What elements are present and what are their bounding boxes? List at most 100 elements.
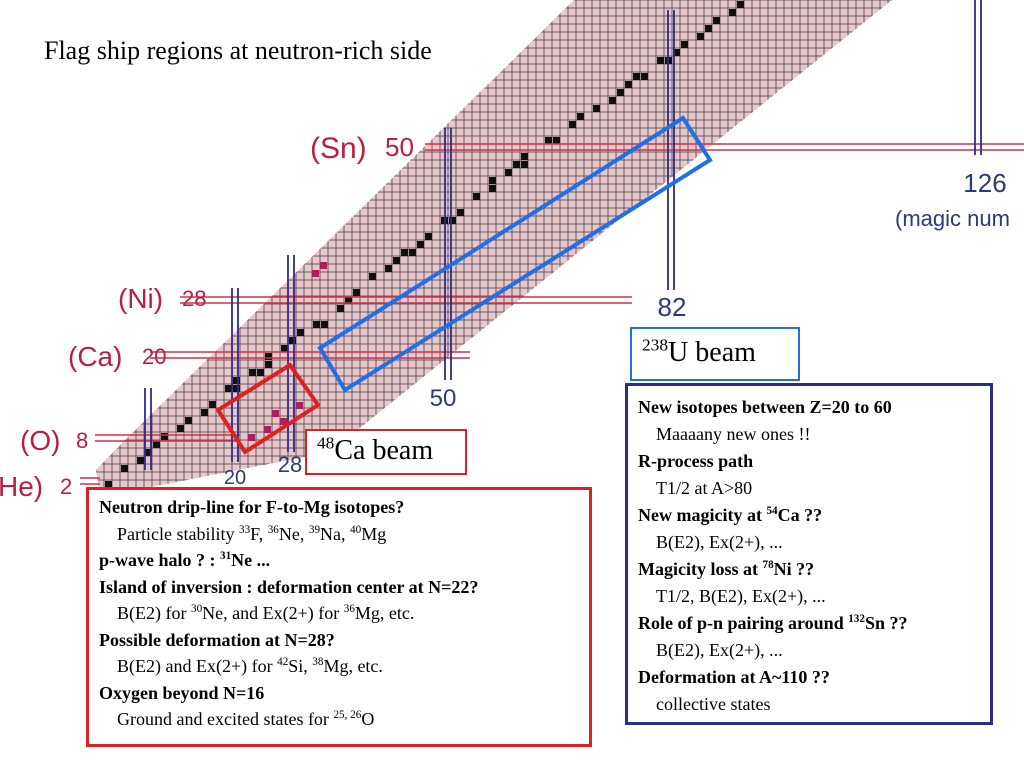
stable-dot [569, 121, 576, 128]
stable-dot [657, 57, 664, 64]
stable-dot [313, 321, 320, 328]
stable-dot [449, 217, 456, 224]
text-run: T1/2 at A>80 [656, 478, 753, 498]
stable-dot [633, 73, 640, 80]
superscript: 30 [190, 603, 203, 615]
text-run: Ca beam [334, 435, 434, 466]
stable-dot [593, 105, 600, 112]
left-panel: Neutron drip-line for F-to-Mg isotopes? P… [86, 487, 592, 747]
stable-dot [265, 361, 272, 368]
proton-magic-number: 8 [76, 428, 88, 453]
stable-dot [625, 81, 632, 88]
text-run: Ne ... [231, 550, 271, 570]
stable-dot [393, 257, 400, 264]
superscript: 31 [220, 550, 232, 562]
superscript: 238 [642, 335, 669, 355]
item-detail: B(E2) and Ex(2+) for 42Si, 38Mg, etc. [99, 653, 579, 680]
item-heading: New magicity at 54Ca ?? [638, 502, 980, 529]
item-heading: Island of inversion : deformation center… [99, 574, 579, 601]
stable-dot [233, 385, 240, 392]
stable-dot [321, 321, 328, 328]
stable-dot [729, 9, 736, 16]
stable-dot [489, 177, 496, 184]
neutron-magic-number: 126 [963, 168, 1006, 198]
stable-dot [297, 329, 304, 336]
right-panel: New isotopes between Z=20 to 60 Maaaany n… [625, 383, 993, 725]
text-run: Role of p-n pairing around [638, 613, 849, 633]
item-heading: Role of p-n pairing around 132Sn ?? [638, 610, 980, 637]
stable-dot [409, 249, 416, 256]
new-isotope-dot [320, 262, 327, 269]
stable-dot [289, 337, 296, 344]
item-detail: B(E2), Ex(2+), ... [638, 529, 980, 556]
ca-region [215, 362, 321, 455]
new-isotope-dot [248, 434, 255, 441]
stable-dot [137, 457, 144, 464]
text-run: Mg, etc. [354, 603, 415, 623]
proton-magic-number: 20 [142, 344, 166, 369]
superscript: 40 [350, 523, 362, 536]
text-run: Mg, etc. [323, 656, 383, 676]
item-heading: Neutron drip-line for F-to-Mg isotopes? [99, 494, 579, 521]
stable-dot [385, 265, 392, 272]
text-run: B(E2) for [117, 603, 191, 623]
neutron-magic-number: 82 [658, 292, 687, 322]
stable-dot [249, 369, 256, 376]
item-detail: Maaaany new ones !! [638, 421, 980, 448]
stable-dot [617, 89, 624, 96]
stable-dot [345, 297, 352, 304]
stable-dot [577, 113, 584, 120]
stable-dot [265, 353, 272, 360]
text-run: Ne, and Ex(2+) for [202, 603, 344, 623]
stable-dot [553, 137, 560, 144]
stable-dot [401, 249, 408, 256]
stable-dot [417, 241, 424, 248]
text-run: Possible deformation at N=28? [99, 629, 335, 650]
element-label: (O) [20, 425, 60, 456]
text-run: U beam [668, 337, 756, 368]
text-run: Magicity loss at [638, 559, 763, 579]
text-run: Si, [288, 656, 313, 676]
stable-dot [337, 305, 344, 312]
text-run: Ni ?? [773, 559, 815, 579]
u-region [317, 115, 713, 393]
item-heading: Magicity loss at 78Ni ?? [638, 556, 980, 583]
superscript: 38 [312, 656, 324, 668]
neutron-magic-number: 28 [278, 452, 302, 477]
stable-dot [281, 345, 288, 352]
element-label: (Sn) [310, 132, 367, 165]
item-detail: Ground and excited states for 25, 26O [99, 706, 579, 733]
text-run: B(E2) and Ex(2+) for [117, 656, 278, 676]
stable-dot [697, 33, 704, 40]
stable-dot [545, 137, 552, 144]
stable-dot [153, 441, 160, 448]
magic-labels: (Sn) 50 (Ni) 28 (Ca) 20 (O) 8 He) 2 20 28 50 82 126 (ma… [0, 132, 1010, 502]
text-run: p-wave halo ? : [99, 550, 220, 570]
new-isotope-dot [264, 426, 271, 433]
text-run: B(E2), Ex(2+), ... [656, 640, 783, 660]
stable-dot [145, 449, 152, 456]
element-label: (Ca) [68, 341, 122, 372]
ca-beam-label: 48Ca beam [305, 429, 467, 475]
stable-dot [521, 153, 528, 160]
item-heading: New isotopes between Z=20 to 60 [638, 394, 980, 421]
neutron-magic-number: 20 [224, 467, 246, 489]
text-run: R-process path [638, 451, 754, 471]
new-isotope-dot [312, 270, 319, 277]
stable-dot [121, 465, 128, 472]
superscript: 33 [238, 523, 251, 536]
item-detail: collective states [638, 691, 980, 718]
magic-note: (magic num [895, 206, 1010, 231]
item-detail: B(E2), Ex(2+), ... [638, 637, 980, 664]
superscript: 42 [277, 656, 289, 668]
item-heading: p-wave halo ? : 31Ne ... [99, 547, 579, 574]
stable-dot [521, 161, 528, 168]
superscript: 36 [343, 603, 355, 615]
stable-dot [641, 73, 648, 80]
stable-dot [473, 193, 480, 200]
text-run: Particle stability [117, 523, 239, 544]
item-detail: Particle stability 33F, 36Ne, 39Na, 40Mg [99, 521, 579, 548]
stable-dot [505, 169, 512, 176]
text-run: B(E2), Ex(2+), ... [656, 532, 783, 552]
stable-dot [257, 369, 264, 376]
